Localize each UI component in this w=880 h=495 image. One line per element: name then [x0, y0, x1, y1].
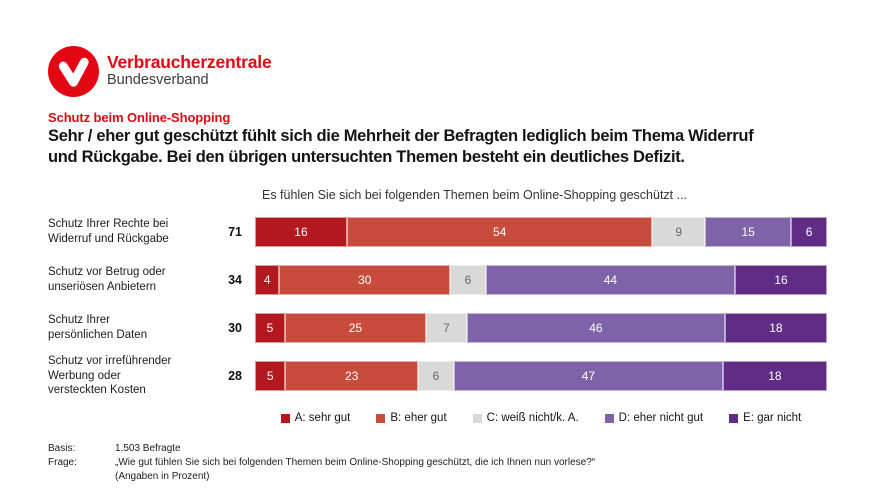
bar-segment-gar-nicht: 18 [724, 313, 827, 343]
bar-segment-gar-nicht: 6 [791, 217, 827, 247]
category-total: 30 [228, 321, 242, 335]
bar-segment-sehr-gut: 5 [255, 361, 286, 391]
category-label: Schutz vor irreführender Werbung oder ve… [48, 354, 172, 397]
bar-segment-sehr-gut: 4 [255, 265, 280, 295]
legend-item-eher-nicht-gut: D: eher nicht gut [604, 412, 704, 424]
chart-row: Schutz vor irreführender Werbung oder ve… [48, 355, 828, 396]
bar-segment-eher-gut: 25 [284, 313, 426, 343]
legend-item-weiss-nicht: C: weiß nicht/k. A. [472, 412, 579, 424]
bar-segment-eher-gut: 30 [279, 265, 451, 295]
frage-note: (Angaben in Prozent) [115, 471, 210, 482]
legend-swatch-icon [729, 413, 739, 423]
bar-segment-eher-nicht-gut: 15 [704, 217, 792, 247]
legend-label: D: eher nicht gut [618, 412, 704, 424]
legend-swatch-icon [604, 413, 614, 423]
legend-label: E: gar nicht [743, 412, 802, 424]
legend-swatch-icon [280, 413, 290, 423]
category-label: Schutz Ihrer Rechte bei Widerruf und Rüc… [48, 218, 169, 245]
stacked-bar: 5 25 7 46 18 [255, 313, 827, 343]
bar-segment-gar-nicht: 16 [735, 265, 827, 295]
verbraucherzentrale-logo-icon [48, 46, 99, 97]
category-total: 34 [228, 273, 242, 287]
category-label: Schutz vor Betrug oder unseriösen Anbiet… [48, 266, 166, 293]
logo-subtitle: Bundesverband [107, 72, 209, 89]
stacked-bar: 16 54 9 15 6 [255, 217, 827, 247]
bar-segment-weiss-nicht: 6 [417, 361, 455, 391]
stacked-bar: 5 23 6 47 18 [255, 361, 828, 391]
legend-swatch-icon [472, 413, 482, 423]
bar-segment-gar-nicht: 18 [722, 361, 828, 391]
bar-segment-weiss-nicht: 9 [652, 217, 705, 247]
basis-row: Basis: 1.503 Befragte [48, 442, 595, 456]
bar-segment-sehr-gut: 5 [255, 313, 285, 343]
frage-label: Frage: [48, 457, 77, 468]
legend-item-eher-gut: B: eher gut [376, 412, 447, 424]
category-label: Schutz Ihrer persönlichen Daten [48, 314, 148, 341]
legend-label: C: weiß nicht/k. A. [486, 412, 579, 424]
bar-segment-eher-nicht-gut: 47 [454, 361, 723, 391]
legend-item-sehr-gut: A: sehr gut [280, 412, 351, 424]
chart-row: Schutz Ihrer Rechte bei Widerruf und Rüc… [48, 217, 827, 247]
bar-segment-eher-nicht-gut: 46 [466, 313, 725, 343]
chart-legend: A: sehr gut B: eher gut C: weiß nicht/k. A… [255, 412, 827, 424]
kicker: Schutz beim Online-Shopping [48, 110, 231, 125]
category-total: 28 [228, 369, 242, 383]
frage-value: „Wie gut fühlen Sie sich bei folgenden T… [115, 456, 595, 484]
logo-text: Verbraucherzentrale Bundesverband [107, 52, 272, 90]
frage-text: „Wie gut fühlen Sie sich bei folgenden T… [115, 457, 596, 468]
chart-row: Schutz vor Betrug oder unseriösen Anbiet… [48, 265, 827, 295]
stacked-bar: 4 30 6 44 16 [255, 265, 827, 295]
basis-label: Basis: [48, 443, 76, 454]
title-line-1: Sehr / eher gut geschützt fühlt sich die… [48, 127, 754, 145]
legend-label: B: eher gut [390, 412, 447, 424]
bar-segment-eher-gut: 23 [285, 361, 418, 391]
legend-item-gar-nicht: E: gar nicht [729, 412, 801, 424]
bar-segment-weiss-nicht: 7 [425, 313, 467, 343]
chart-rows: Schutz Ihrer Rechte bei Widerruf und Rüc… [48, 217, 828, 409]
footnote: Basis: 1.503 Befragte Frage: „Wie gut fü… [48, 442, 595, 484]
bar-segment-eher-gut: 54 [346, 217, 653, 247]
page-title: Sehr / eher gut geschützt fühlt sich die… [48, 126, 754, 169]
bar-segment-sehr-gut: 16 [255, 217, 347, 247]
frage-row: Frage: „Wie gut fühlen Sie sich bei folg… [48, 456, 595, 484]
legend-swatch-icon [376, 413, 386, 423]
legend-label: A: sehr gut [294, 412, 351, 424]
chart-subtitle: Es fühlen Sie sich bei folgenden Themen … [262, 188, 688, 202]
chart-row: Schutz Ihrer persönlichen Daten 30 5 25 7 46 1… [48, 313, 827, 343]
title-line-2: und Rückgabe. Bei den übrigen untersucht… [48, 148, 685, 167]
bar-segment-eher-nicht-gut: 44 [485, 265, 736, 295]
basis-value: 1.503 Befragte [115, 443, 181, 454]
brand-header: Verbraucherzentrale Bundesverband [48, 46, 272, 97]
logo-title: Verbraucherzentrale [107, 52, 272, 73]
bar-segment-weiss-nicht: 6 [450, 265, 486, 295]
category-total: 71 [228, 225, 242, 239]
